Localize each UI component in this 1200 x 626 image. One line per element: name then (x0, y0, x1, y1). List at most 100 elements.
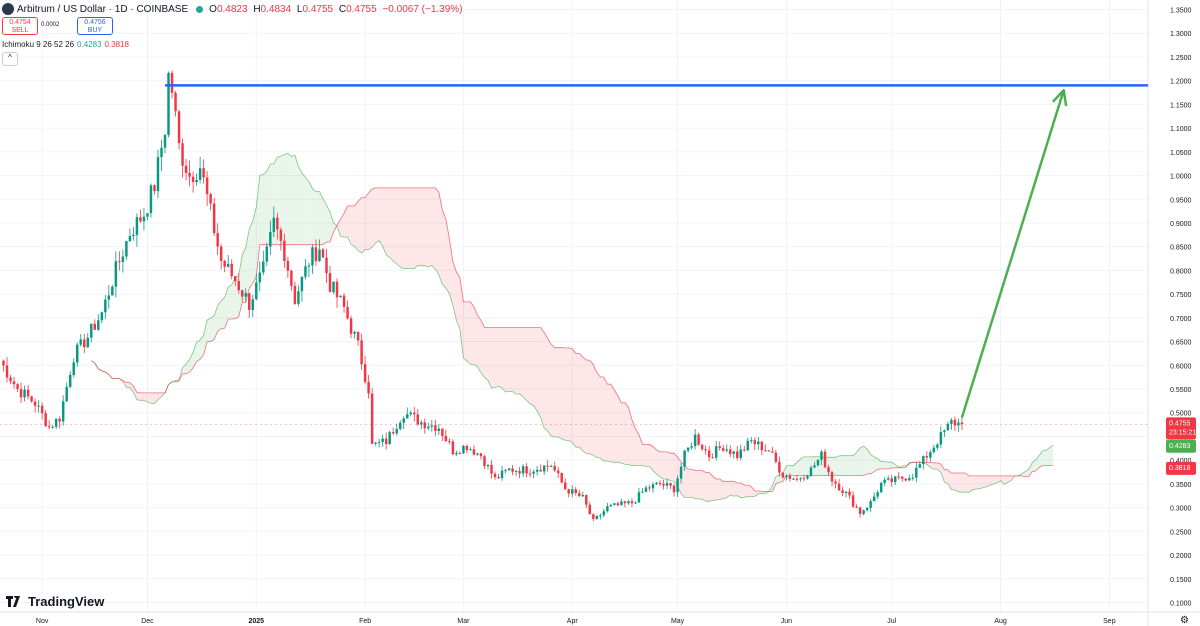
candle-body (406, 414, 409, 419)
candle-body (163, 134, 167, 148)
cloud-segment (140, 392, 144, 401)
cloud-segment (554, 347, 559, 437)
candle-body (462, 445, 465, 454)
cloud-segment (487, 327, 492, 388)
candle-body (420, 422, 423, 425)
candle (76, 342, 79, 367)
sell-button[interactable]: 0.4754 SELL (2, 17, 38, 35)
candle (606, 502, 609, 513)
ohlc-readout: O0.4823 H0.4834 L0.4755 C0.4755 −0.0067 … (209, 3, 463, 15)
candle (163, 133, 167, 154)
candle (434, 419, 437, 436)
candle (669, 482, 672, 490)
buy-button[interactable]: 0.4756 BUY (77, 17, 113, 35)
price-tick-label: 1.0500 (1170, 150, 1192, 157)
cloud-segment (691, 469, 696, 499)
candle-body (209, 194, 212, 204)
cloud-segment (842, 455, 847, 476)
candle-body (448, 441, 451, 443)
candle-body (174, 92, 177, 112)
cloud-segment (965, 473, 969, 493)
candle (946, 421, 950, 431)
cloud-segment (684, 465, 689, 498)
cloud-segment (660, 451, 664, 479)
candle (174, 91, 177, 117)
candle (908, 474, 911, 481)
candle (535, 465, 539, 476)
symbol-title[interactable]: Arbitrum / US Dollar · 1D · COINBASE (17, 3, 189, 15)
cloud-segment (1032, 459, 1036, 472)
candle-body (65, 386, 68, 402)
candle (879, 481, 883, 493)
indicator-value-b: 0.3818 (104, 40, 129, 49)
candle-body (47, 426, 51, 428)
candle-body (764, 450, 767, 452)
candle (676, 475, 679, 497)
collapse-legend-button[interactable]: ^ (2, 52, 18, 66)
cloud-segment (351, 205, 355, 247)
candle (395, 423, 398, 436)
indicator-legend[interactable]: Ichimoku 9 26 52 26 0.4283 0.3818 (2, 40, 129, 49)
price-tick-label: 0.5000 (1170, 411, 1192, 418)
cloud-segment (263, 171, 267, 245)
candle-body (858, 507, 862, 514)
candle (237, 273, 240, 294)
cloud-segment (944, 469, 948, 484)
candle-body (672, 485, 676, 493)
candle-body (76, 344, 79, 363)
candle-body (40, 405, 44, 414)
candle (841, 486, 844, 497)
candle (374, 441, 377, 446)
candle-body (262, 261, 265, 273)
cloud-segment (716, 478, 720, 500)
candle (602, 508, 606, 518)
cloud-segment (509, 327, 513, 392)
candle-body (879, 482, 883, 493)
candle (61, 395, 65, 426)
cloud-segment (340, 213, 345, 238)
candle-body (233, 276, 237, 282)
candle-body (90, 323, 93, 338)
grid (0, 0, 1148, 612)
cloud-segment (933, 462, 938, 470)
cloud-segment (143, 392, 148, 403)
cloud-segment (361, 197, 366, 253)
candle (525, 463, 528, 478)
candle (19, 382, 23, 403)
candle-body (51, 426, 54, 428)
price-tick-label: 0.7500 (1170, 292, 1192, 299)
cloud-segment (1004, 475, 1008, 485)
cloud-segment (705, 472, 710, 502)
cloud-segment (758, 491, 762, 494)
candle-body (307, 265, 311, 267)
candle-body (451, 441, 455, 455)
candle (255, 273, 258, 301)
candle-body (388, 432, 391, 445)
candle (167, 71, 170, 138)
candle-body (434, 425, 437, 431)
candle (370, 388, 374, 444)
candle-body (128, 236, 132, 242)
candle (135, 213, 139, 247)
cloud-segment (284, 153, 288, 245)
candle-body (627, 501, 630, 504)
cloud-segment (726, 481, 731, 498)
time-tick-label: Jun (781, 618, 792, 625)
candle-body (595, 515, 599, 519)
candle-body (360, 340, 363, 365)
candle (592, 513, 595, 522)
candle-body (792, 478, 795, 480)
cloud-segment (979, 475, 983, 489)
cloud-segment (547, 338, 552, 437)
candle (212, 197, 216, 236)
candle (251, 294, 254, 318)
candle (844, 491, 848, 498)
cloud-segment (652, 446, 657, 474)
candle (476, 452, 479, 456)
candle (398, 420, 402, 431)
cloud-segment (709, 472, 713, 502)
cloud-segment (954, 473, 959, 492)
settings-gear-icon[interactable]: ⚙ (1180, 615, 1189, 626)
candle-body (104, 299, 107, 313)
